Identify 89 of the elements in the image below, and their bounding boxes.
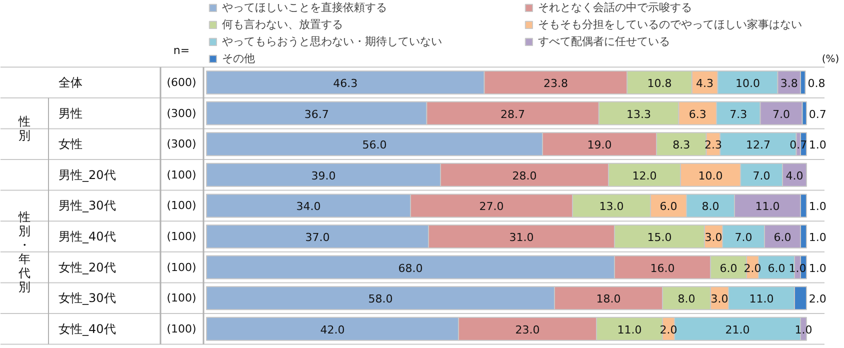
data-label: 31.0 xyxy=(509,231,534,244)
text: (100) xyxy=(166,292,196,305)
data-label: 28.7 xyxy=(500,108,526,121)
data-label: 1.0 xyxy=(794,323,812,336)
data-label: 23.8 xyxy=(543,77,568,90)
text: 性別・年代別 xyxy=(18,210,30,294)
data-label: 2.3 xyxy=(704,138,722,152)
data-label: 7.0 xyxy=(752,169,770,182)
data-label: 7.3 xyxy=(730,108,748,121)
legend-label: 何も言わない、放置する xyxy=(222,17,344,32)
data-label: 23.0 xyxy=(515,323,540,336)
data-label: 10.0 xyxy=(698,169,723,182)
data-label: 13.0 xyxy=(599,200,624,214)
data-label: 4.0 xyxy=(786,169,804,182)
y-tick-label: 男性 xyxy=(58,106,82,120)
legend-label: すべて配偶者に任せている xyxy=(538,34,671,49)
text: (100) xyxy=(166,230,196,243)
data-label: 12.7 xyxy=(746,138,770,152)
data-label: 1.0 xyxy=(788,262,806,275)
data-label: 37.0 xyxy=(305,231,330,244)
data-label: 46.3 xyxy=(333,77,358,90)
data-label: 0.7 xyxy=(808,108,826,121)
data-label: 6.0 xyxy=(720,262,738,275)
data-label: 0.7 xyxy=(790,138,808,152)
data-label: 8.0 xyxy=(702,200,720,214)
y-tick-label: 女性_30代 xyxy=(58,291,116,306)
data-label: 34.0 xyxy=(296,200,321,214)
data-label: 11.0 xyxy=(749,292,774,306)
data-label: 6.0 xyxy=(768,262,786,275)
legend-label: そもそも分担をしているのでやってほしい家事はない xyxy=(538,17,803,32)
text: n= xyxy=(173,44,190,57)
legend-label: やってもらおうと思わない・期待していない xyxy=(222,34,443,49)
text: 性別 xyxy=(18,114,30,143)
data-label: 15.0 xyxy=(647,231,672,244)
text: (100) xyxy=(166,322,196,336)
data-label: 11.0 xyxy=(617,323,642,336)
data-label: 2.0 xyxy=(808,292,826,306)
data-label: 56.0 xyxy=(362,138,387,152)
data-label: 8.0 xyxy=(678,292,696,306)
data-label: 2.0 xyxy=(660,323,678,336)
data-label: 3.0 xyxy=(710,292,728,306)
data-label: 0.8 xyxy=(808,77,826,90)
data-label: 27.0 xyxy=(479,200,504,214)
data-label: 13.3 xyxy=(626,108,652,121)
data-label: 1.0 xyxy=(808,200,826,214)
data-label: 3.0 xyxy=(704,231,722,244)
legend-label: その他 xyxy=(222,51,256,66)
data-label: 2.0 xyxy=(744,262,762,275)
text: (100) xyxy=(166,168,196,182)
data-label: 8.3 xyxy=(672,138,690,152)
data-label: 7.0 xyxy=(772,108,790,121)
y-tick-label: 女性_20代 xyxy=(58,260,116,274)
data-label: 10.8 xyxy=(647,77,672,90)
data-label: 4.3 xyxy=(696,77,714,90)
data-label: 6.0 xyxy=(660,200,678,214)
data-label: 28.0 xyxy=(512,169,537,182)
text: (600) xyxy=(166,76,196,89)
data-label: 1.0 xyxy=(808,231,826,244)
data-label: 18.0 xyxy=(596,292,621,306)
data-label: 42.0 xyxy=(320,323,345,336)
text: (300) xyxy=(166,106,196,120)
y-tick-label: 全体 xyxy=(58,76,82,90)
data-label: 6.3 xyxy=(688,108,706,121)
data-label: 11.0 xyxy=(755,200,780,214)
text: (300) xyxy=(166,138,196,151)
data-label: 1.0 xyxy=(808,262,826,275)
y-tick-label: 女性 xyxy=(58,137,82,152)
y-tick-label: 男性_30代 xyxy=(58,198,116,213)
text: (100) xyxy=(166,260,196,274)
text: (%) xyxy=(822,54,840,65)
text: (100) xyxy=(166,199,196,212)
data-label: 39.0 xyxy=(311,169,336,182)
y-tick-label: 女性_40代 xyxy=(58,322,116,336)
data-label: 21.0 xyxy=(725,323,750,336)
data-label: 7.0 xyxy=(734,231,752,244)
data-label: 19.0 xyxy=(587,138,612,152)
data-label: 1.0 xyxy=(808,138,826,152)
data-label: 12.0 xyxy=(632,169,657,182)
data-label: 3.8 xyxy=(780,77,798,90)
data-label: 10.0 xyxy=(735,77,760,90)
legend-label: それとなく会話の中で示唆する xyxy=(538,0,693,15)
data-label: 68.0 xyxy=(398,262,423,275)
data-label: 36.7 xyxy=(304,108,329,121)
data-label: 58.0 xyxy=(368,292,393,306)
legend-label: やってほしいことを直接依頼する xyxy=(222,0,388,15)
y-tick-label: 男性_20代 xyxy=(58,168,116,182)
data-label: 16.0 xyxy=(650,262,675,275)
y-tick-label: 男性_40代 xyxy=(58,230,116,244)
data-label: 6.0 xyxy=(774,231,792,244)
